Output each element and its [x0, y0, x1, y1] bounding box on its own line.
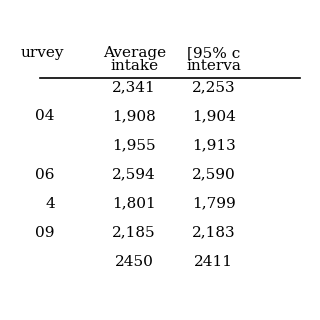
Text: 09: 09: [36, 226, 55, 240]
Text: 1,913: 1,913: [192, 139, 236, 152]
Text: 4: 4: [45, 196, 55, 211]
Text: [95% c: [95% c: [187, 46, 240, 60]
Text: 1,904: 1,904: [192, 109, 236, 124]
Text: 1,799: 1,799: [192, 196, 236, 211]
Text: urvey: urvey: [20, 46, 64, 60]
Text: interva: interva: [186, 59, 241, 73]
Text: 2,590: 2,590: [192, 167, 236, 181]
Text: 2,341: 2,341: [112, 80, 156, 94]
Text: 1,955: 1,955: [112, 139, 156, 152]
Text: 1,801: 1,801: [112, 196, 156, 211]
Text: 1,908: 1,908: [112, 109, 156, 124]
Text: 06: 06: [36, 167, 55, 181]
Text: Average: Average: [103, 46, 166, 60]
Text: 2,253: 2,253: [192, 80, 236, 94]
Text: 2450: 2450: [115, 255, 154, 269]
Text: intake: intake: [110, 59, 158, 73]
Text: 2,594: 2,594: [112, 167, 156, 181]
Text: 2,185: 2,185: [112, 226, 156, 240]
Text: 2,183: 2,183: [192, 226, 236, 240]
Text: 04: 04: [36, 109, 55, 124]
Text: 2411: 2411: [194, 255, 233, 269]
